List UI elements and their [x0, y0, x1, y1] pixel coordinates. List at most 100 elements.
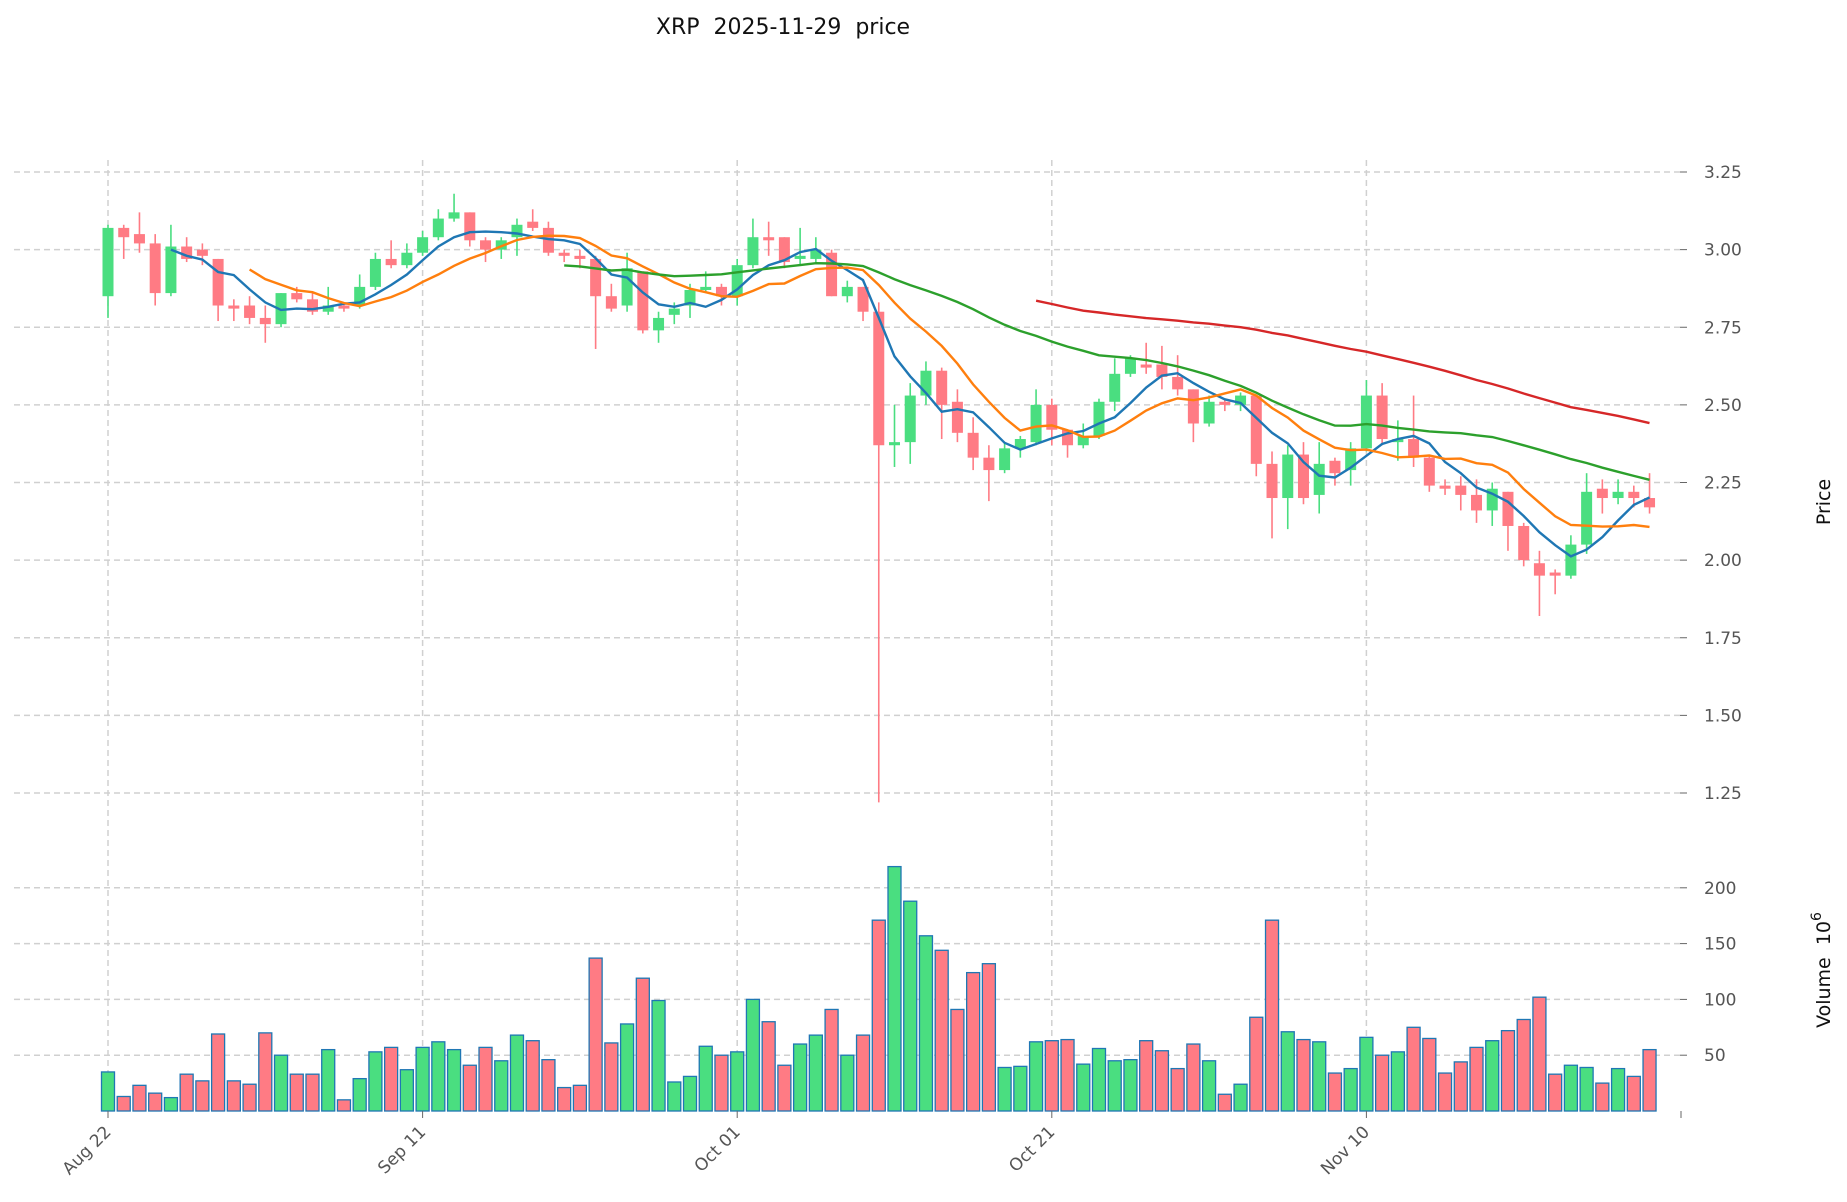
volume-bar: [1076, 1063, 1091, 1112]
price-axis-label: Price: [1813, 479, 1835, 525]
date-tick-label: Oct 21: [1005, 1122, 1059, 1176]
volume-bar: [1312, 1041, 1327, 1112]
volume-bar: [981, 963, 997, 1112]
candle-body: [369, 258, 381, 287]
candle-body: [653, 317, 665, 331]
candle-body: [354, 286, 366, 306]
volume-bar: [1060, 1038, 1075, 1112]
candle: [1581, 473, 1593, 554]
volume-bar: [667, 1081, 682, 1112]
volume-bar: [1359, 1036, 1374, 1112]
candle: [747, 218, 759, 269]
volume-bar: [305, 1073, 320, 1112]
volume-bar: [1595, 1082, 1610, 1112]
volume-bar: [383, 1046, 399, 1112]
candle-body: [1219, 401, 1231, 405]
price-tick-label: 2.50: [1704, 396, 1742, 416]
candle: [794, 227, 806, 266]
candle: [244, 296, 256, 325]
candle: [951, 389, 963, 443]
volume-bar: [321, 1048, 336, 1112]
volume-bar: [1249, 1016, 1264, 1112]
volume-tick-label: 200: [1704, 879, 1736, 899]
candle-body: [118, 227, 130, 238]
ma30-line: [564, 261, 1650, 481]
candle: [448, 193, 460, 222]
candle-body: [102, 227, 114, 297]
ma5-line: [170, 230, 1651, 558]
candle: [1282, 445, 1294, 530]
candle: [401, 243, 413, 269]
candle: [511, 218, 523, 256]
candle-body: [432, 218, 444, 238]
candle-body: [338, 305, 350, 309]
candle: [904, 383, 916, 464]
volume-bar: [730, 1051, 745, 1112]
volume-bar: [840, 1054, 855, 1112]
candle-body: [1014, 439, 1026, 449]
volume-tick-label: 100: [1704, 990, 1736, 1010]
candle-body: [244, 305, 256, 318]
candle-body: [826, 252, 838, 297]
volume-bar: [1264, 919, 1280, 1112]
candle-body: [841, 286, 853, 297]
volume-bar: [494, 1060, 509, 1112]
candle-body: [1486, 488, 1498, 511]
volume-bar: [557, 1086, 572, 1112]
candle: [1140, 342, 1152, 374]
volume-bar: [1579, 1066, 1594, 1112]
candle: [480, 237, 492, 263]
candle-body: [322, 305, 334, 312]
candle: [102, 224, 114, 318]
candle: [1203, 395, 1215, 427]
volume-bar: [619, 1023, 635, 1112]
candle-body: [1093, 401, 1105, 436]
volume-bar: [871, 919, 886, 1112]
candle-body: [448, 212, 460, 219]
candle: [967, 417, 979, 471]
volume-bar: [336, 1099, 352, 1112]
candle: [1219, 398, 1231, 412]
candle-body: [1124, 358, 1136, 374]
volume-bar: [777, 1064, 792, 1112]
candle: [1266, 451, 1278, 539]
candle-body: [1313, 463, 1325, 495]
date-tick-label: Nov 10: [1317, 1122, 1374, 1179]
candle-body: [1533, 563, 1545, 576]
volume-bar: [148, 1092, 163, 1112]
candle-body: [1172, 376, 1184, 390]
volume-bar: [1516, 1018, 1531, 1112]
volume-bar: [509, 1034, 525, 1112]
candle: [322, 286, 334, 315]
candle: [653, 311, 665, 343]
candle-body: [747, 237, 759, 266]
candle: [1360, 380, 1372, 452]
candle-body: [480, 240, 492, 250]
volume-bar: [195, 1080, 210, 1112]
candle-body: [794, 255, 806, 259]
volume-bar: [415, 1046, 430, 1112]
candle: [1030, 389, 1042, 446]
candle-body: [574, 255, 586, 259]
candle-body: [1565, 544, 1577, 576]
candle: [1549, 569, 1561, 595]
candle: [1455, 476, 1467, 511]
candle: [228, 299, 240, 322]
candle: [1423, 454, 1435, 492]
volume-bar: [950, 1008, 965, 1112]
candle: [385, 240, 397, 269]
candle-body: [1628, 491, 1640, 499]
candle: [590, 255, 602, 349]
candle-body: [1077, 435, 1089, 446]
candle: [983, 445, 995, 502]
candle: [432, 209, 444, 241]
candle: [605, 283, 617, 312]
ma60-line: [1035, 299, 1650, 425]
candle: [637, 271, 649, 334]
price-tick-label: 3.00: [1704, 241, 1742, 261]
volume-bar: [1123, 1059, 1138, 1112]
candle-body: [228, 305, 240, 309]
candle: [527, 209, 539, 231]
candle-body: [1187, 389, 1199, 424]
